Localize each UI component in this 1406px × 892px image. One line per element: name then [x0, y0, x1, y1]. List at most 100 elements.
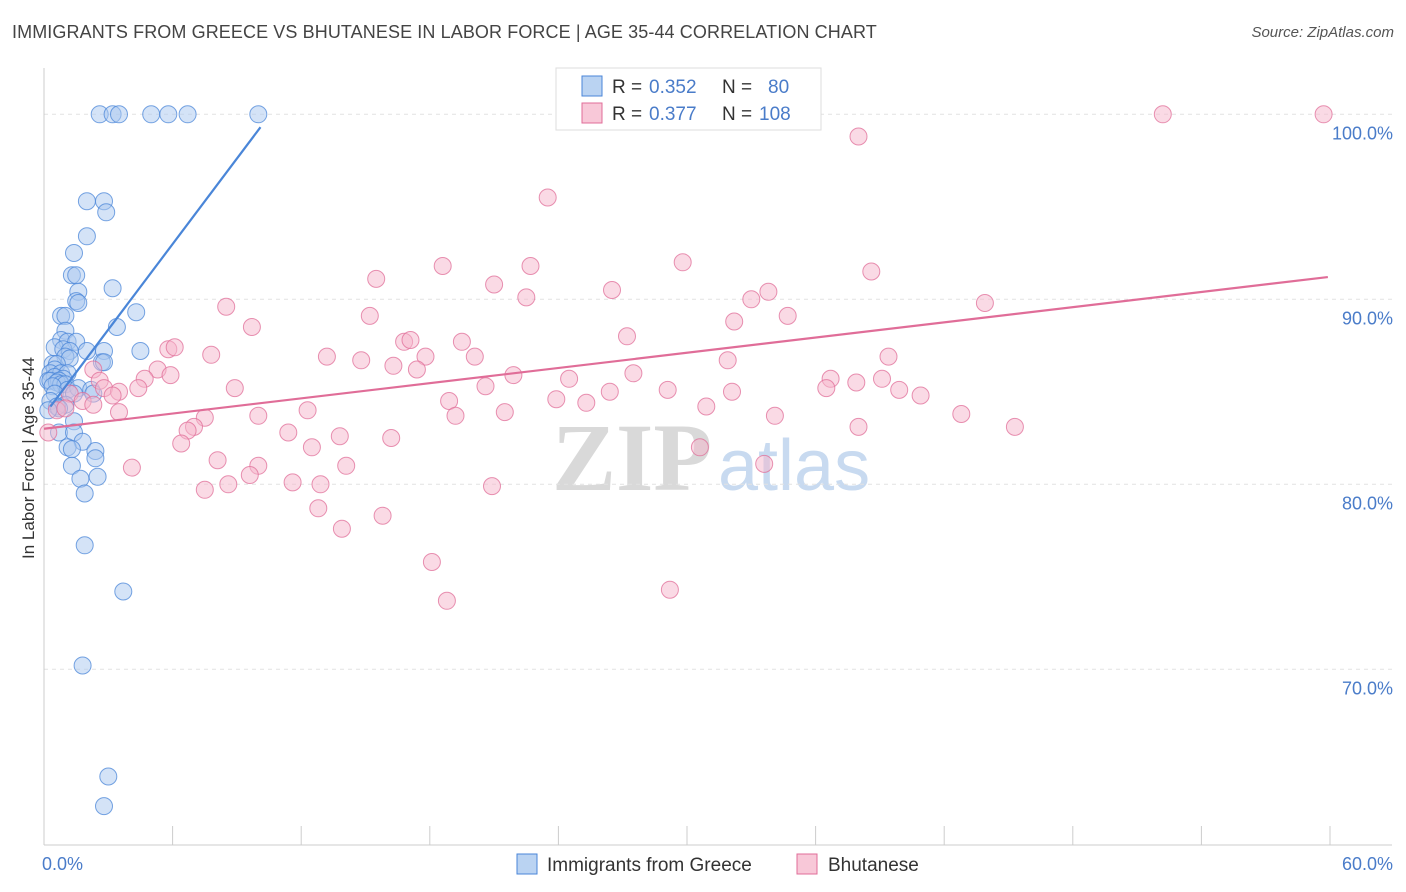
watermark-atlas: atlas	[718, 426, 870, 506]
bhutanese-point-85	[690, 438, 709, 457]
bhutanese-point-22	[401, 331, 420, 349]
greece-point-75	[114, 582, 133, 601]
greece-point-18	[127, 303, 146, 322]
bhutanese-point-13	[517, 288, 536, 307]
bhutanese-trend-line	[43, 275, 1328, 430]
bhutanese-point-8	[367, 269, 386, 288]
greece-point-9	[97, 203, 116, 222]
greece-point-76	[73, 656, 92, 675]
bhutanese-point-94	[311, 475, 330, 494]
x-tick-labels: 0.0% 60.0%	[42, 854, 1393, 874]
bhutanese-point-101	[660, 580, 679, 599]
bhutanese-point-28	[416, 347, 435, 366]
bhutanese-point-61	[577, 393, 596, 412]
bhutanese-point-39	[624, 364, 643, 383]
bhutanese-point-92	[219, 475, 238, 494]
bhutanese-point-91	[240, 466, 259, 484]
bottom-legend-swatch-bhutanese	[796, 853, 818, 875]
greece-point-69	[86, 449, 105, 468]
bhutanese-point-64	[697, 397, 716, 416]
y-tick-label-90: 90.0%	[1342, 308, 1393, 328]
greece-point-78	[95, 797, 113, 816]
legend-n-value-greece: 80	[768, 77, 789, 98]
bhutanese-point-100	[422, 553, 441, 571]
bhutanese-point-77	[1005, 417, 1024, 436]
greece-trend-line	[49, 126, 262, 408]
bhutanese-point-63	[84, 395, 103, 414]
source-attribution: Source: ZipAtlas.com	[1251, 24, 1394, 41]
bhutanese-point-49	[600, 382, 619, 401]
bhutanese-point-6	[673, 253, 692, 272]
bhutanese-point-11	[759, 282, 778, 301]
bhutanese-point-29	[465, 347, 484, 366]
bhutanese-point-10	[603, 281, 621, 299]
bhutanese-point-26	[202, 345, 221, 364]
bottom-legend: Immigrants from Greece Bhutanese	[516, 853, 919, 876]
bhutanese-point-60	[547, 390, 566, 409]
greece-point-7	[77, 192, 96, 211]
bhutanese-point-34	[407, 360, 426, 379]
bhutanese-point-46	[476, 377, 495, 396]
bhutanese-point-19	[242, 318, 261, 336]
greece-point-11	[65, 244, 83, 262]
bhutanese-point-30	[879, 347, 898, 366]
bhutanese-point-102	[437, 591, 456, 610]
greece-point-71	[71, 469, 90, 488]
bhutanese-point-5	[433, 257, 452, 275]
bhutanese-point-99	[332, 519, 351, 538]
bhutanese-point-3	[538, 188, 557, 207]
greece-point-31	[131, 342, 150, 360]
bhutanese-point-89	[755, 454, 774, 473]
legend-n-label-bhutanese: N =	[722, 104, 752, 125]
bhutanese-point-95	[483, 477, 501, 496]
bhutanese-point-72	[952, 405, 971, 423]
series-greece-points	[39, 105, 268, 816]
x-tick-label-max: 60.0%	[1342, 854, 1393, 874]
greece-point-70	[62, 456, 81, 475]
bhutanese-point-73	[765, 406, 784, 425]
bhutanese-point-16	[360, 306, 379, 325]
bhutanese-point-68	[495, 403, 514, 422]
bhutanese-point-58	[911, 386, 930, 405]
y-tick-label-100: 100.0%	[1332, 123, 1393, 143]
bhutanese-point-67	[298, 401, 317, 420]
gridlines	[44, 113, 1392, 670]
bhutanese-point-15	[217, 297, 236, 316]
greece-point-5	[178, 105, 197, 124]
bhutanese-point-75	[849, 417, 868, 436]
trend-lines	[43, 126, 1328, 430]
bhutanese-point-93	[283, 473, 302, 492]
bhutanese-point-83	[172, 434, 191, 453]
bhutanese-point-53	[890, 380, 909, 399]
bhutanese-point-82	[382, 429, 401, 447]
series-bhutanese-points	[39, 105, 1333, 610]
bhutanese-point-81	[330, 427, 349, 446]
bhutanese-point-31	[352, 351, 371, 370]
bhutanese-point-80	[279, 423, 298, 442]
greece-point-73	[75, 484, 94, 503]
bhutanese-point-23	[452, 332, 471, 351]
x-tick-label-min: 0.0%	[42, 854, 83, 874]
bhutanese-point-17	[778, 306, 797, 325]
bhutanese-point-9	[485, 275, 504, 294]
bhutanese-point-2	[849, 127, 868, 146]
greece-point-77	[99, 767, 118, 786]
bhutanese-point-27	[317, 347, 336, 366]
bhutanese-point-20	[618, 327, 636, 346]
bhutanese-point-86	[208, 451, 227, 470]
y-axis-title: In Labor Force | Age 35-44	[19, 357, 38, 559]
bhutanese-point-55	[129, 379, 148, 398]
greece-point-13	[67, 266, 86, 285]
bhutanese-point-88	[337, 456, 356, 475]
greece-point-67	[62, 440, 81, 459]
greece-point-10	[77, 227, 96, 246]
bhutanese-point-51	[817, 379, 836, 398]
bhutanese-point-33	[384, 356, 403, 375]
bhutanese-point-70	[110, 403, 128, 422]
bhutanese-point-12	[742, 290, 761, 309]
legend-r-label-greece: R =	[612, 77, 642, 98]
bhutanese-point-48	[658, 380, 677, 399]
legend-n-label-greece: N =	[722, 77, 752, 98]
chart-title: IMMIGRANTS FROM GREECE VS BHUTANESE IN L…	[12, 22, 877, 42]
